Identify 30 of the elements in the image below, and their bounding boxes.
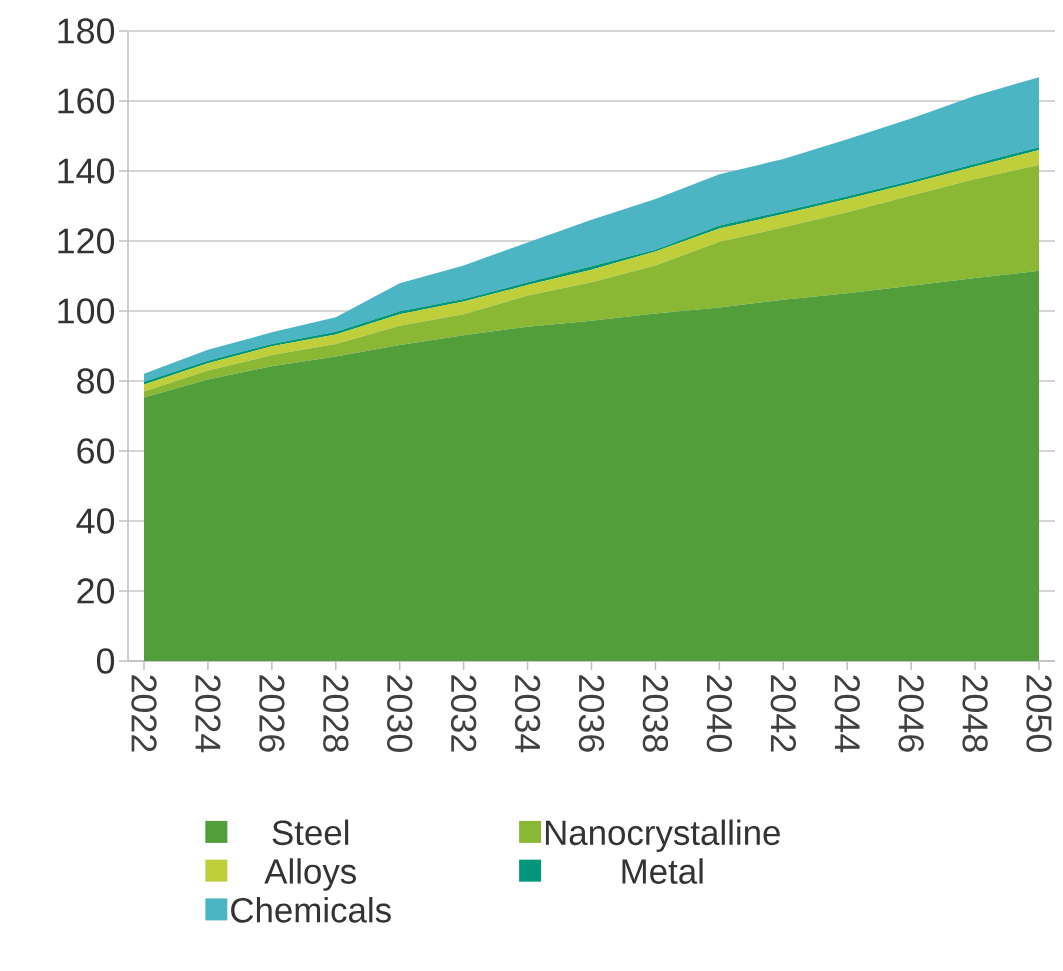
y-tick-label: 160	[58, 88, 115, 114]
x-tick-label: 2026	[259, 675, 285, 752]
x-tick-label: 2034	[514, 675, 541, 753]
y-tick-label: 80	[77, 368, 115, 394]
x-tick-label: 2038	[642, 675, 669, 752]
x-tick-label: 2046	[898, 675, 924, 752]
x-tick-label: 2050	[1026, 675, 1052, 752]
x-tick-label: 2036	[578, 675, 605, 752]
y-tick-label: 180	[58, 18, 115, 44]
legend-label: Metal	[622, 858, 703, 884]
x-tick-label: 2048	[962, 675, 988, 752]
x-tick-label: 2032	[450, 675, 477, 752]
x-tick-label: 2028	[323, 675, 349, 752]
x-tick-label: 2022	[131, 675, 157, 752]
x-tick-label: 2030	[387, 675, 413, 752]
legend-label: Nanocrystalline	[545, 819, 780, 853]
legend-label: Alloys	[264, 858, 356, 891]
x-tick-label: 2044	[834, 675, 860, 753]
y-tick-label: 60	[77, 438, 115, 464]
y-tick-label: 0	[96, 648, 115, 674]
y-tick-label: 100	[58, 298, 115, 324]
y-tick-label: 120	[58, 228, 115, 254]
y-tick-label: 40	[76, 508, 115, 534]
legend-label: Steel	[272, 819, 349, 846]
y-tick-label: 140	[58, 158, 115, 184]
x-tick-label: 2042	[770, 675, 796, 752]
y-tick-label: 20	[77, 578, 115, 604]
legend-label: Chemicals	[231, 897, 391, 923]
x-tick-label: 2040	[706, 675, 733, 752]
x-tick-label: 2024	[195, 675, 221, 753]
